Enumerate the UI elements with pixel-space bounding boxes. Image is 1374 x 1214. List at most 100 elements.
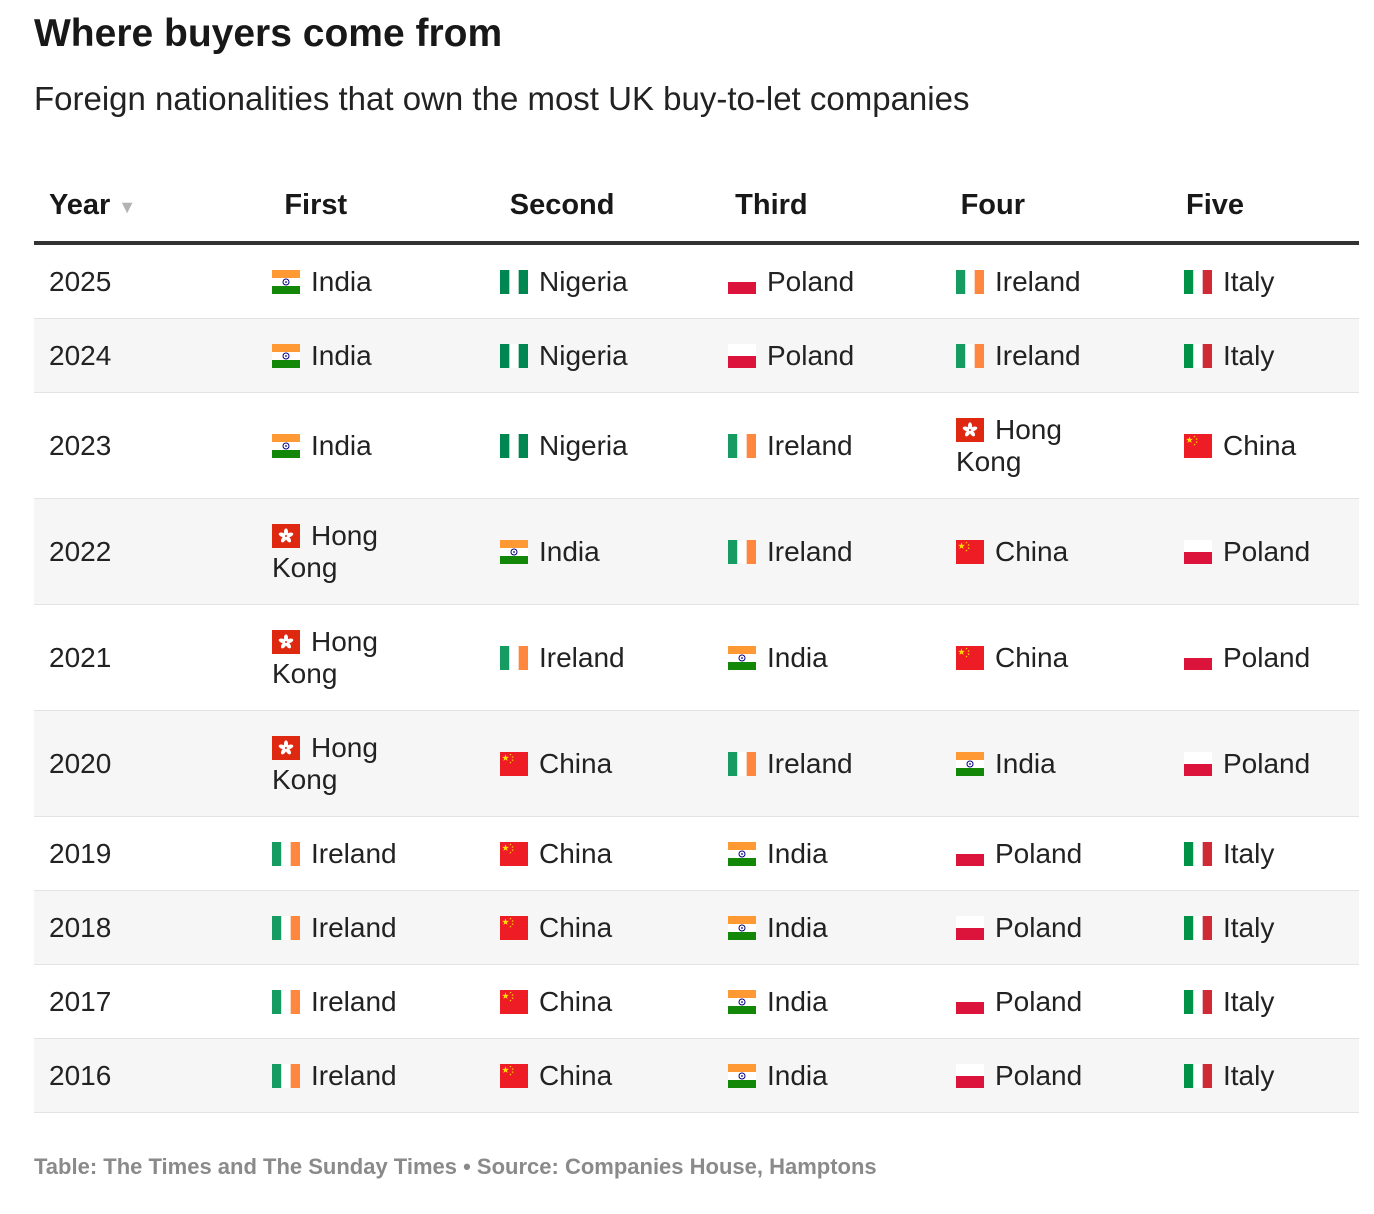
country-entry: Poland bbox=[956, 1060, 1082, 1092]
country-entry: China bbox=[500, 748, 612, 780]
poland-flag-icon bbox=[728, 269, 756, 294]
country-name: China bbox=[539, 911, 613, 943]
hong-kong-flag-icon bbox=[272, 735, 300, 760]
ireland-flag-icon bbox=[728, 751, 756, 776]
country-cell: India bbox=[728, 1039, 956, 1112]
country-cell: Italy bbox=[1184, 891, 1359, 964]
ireland-flag-icon bbox=[728, 539, 756, 564]
country-cell: Ireland bbox=[272, 1039, 500, 1112]
country-cell: Poland bbox=[728, 319, 956, 392]
italy-flag-icon bbox=[1184, 269, 1212, 294]
country-cell: Poland bbox=[728, 245, 956, 318]
country-name: India bbox=[995, 747, 1056, 779]
country-name: Italy bbox=[1223, 985, 1275, 1017]
country-cell: Ireland bbox=[728, 711, 956, 816]
country-entry: Ireland bbox=[728, 430, 853, 462]
year-cell: 2019 bbox=[49, 837, 112, 869]
india-flag-icon bbox=[728, 989, 756, 1014]
country-cell: Ireland bbox=[272, 965, 500, 1038]
country-cell: Italy bbox=[1184, 817, 1359, 890]
country-entry: Italy bbox=[1184, 1060, 1274, 1092]
country-name: Ireland bbox=[995, 339, 1081, 371]
country-name: China bbox=[1223, 429, 1297, 461]
country-cell: Ireland bbox=[728, 393, 956, 498]
column-header-four[interactable]: Four bbox=[960, 189, 1026, 221]
country-name: Italy bbox=[1223, 265, 1275, 297]
table-row: 2018 Ireland China India Poland Italy bbox=[34, 891, 1359, 965]
italy-flag-icon bbox=[1184, 915, 1212, 940]
country-entry: Poland bbox=[956, 912, 1082, 944]
country-cell: Italy bbox=[1184, 319, 1359, 392]
country-name: Poland bbox=[995, 1059, 1083, 1091]
china-flag-icon bbox=[500, 751, 528, 776]
country-cell: Ireland bbox=[272, 817, 500, 890]
country-entry: Hong Kong bbox=[272, 732, 382, 796]
year-cell: 2024 bbox=[49, 339, 112, 371]
country-entry: Poland bbox=[956, 986, 1082, 1018]
country-cell: India bbox=[728, 605, 956, 710]
country-entry: Nigeria bbox=[500, 266, 628, 298]
poland-flag-icon bbox=[1184, 645, 1212, 670]
china-flag-icon bbox=[500, 915, 528, 940]
country-cell: Hong Kong bbox=[956, 393, 1184, 498]
country-cell: Ireland bbox=[272, 891, 500, 964]
ireland-flag-icon bbox=[272, 841, 300, 866]
country-cell: Hong Kong bbox=[272, 605, 500, 710]
country-cell: India bbox=[728, 891, 956, 964]
country-cell: China bbox=[500, 965, 728, 1038]
table-row: 2017 Ireland China India Poland Italy bbox=[34, 965, 1359, 1039]
column-header-second[interactable]: Second bbox=[509, 189, 615, 221]
country-cell: India bbox=[728, 817, 956, 890]
country-name: Poland bbox=[995, 837, 1083, 869]
nigeria-flag-icon bbox=[500, 343, 528, 368]
country-name: India bbox=[311, 429, 372, 461]
table-row: 2025 India Nigeria Poland Ireland Italy bbox=[34, 245, 1359, 319]
chart-title: Where buyers come from bbox=[34, 12, 503, 55]
country-cell: India bbox=[956, 711, 1184, 816]
ireland-flag-icon bbox=[956, 343, 984, 368]
sort-descending-icon[interactable]: ▼ bbox=[118, 197, 137, 217]
india-flag-icon bbox=[272, 269, 300, 294]
country-name: India bbox=[311, 339, 372, 371]
table-row: 2016 Ireland China India Poland Italy bbox=[34, 1039, 1359, 1113]
nigeria-flag-icon bbox=[500, 433, 528, 458]
country-cell: China bbox=[956, 499, 1184, 604]
country-name: Hong Kong bbox=[272, 731, 378, 795]
country-name: Ireland bbox=[539, 641, 625, 673]
column-header-five[interactable]: Five bbox=[1186, 189, 1245, 221]
country-cell: Ireland bbox=[956, 245, 1184, 318]
country-entry: China bbox=[956, 536, 1068, 568]
country-name: India bbox=[311, 265, 372, 297]
country-cell: India bbox=[272, 393, 500, 498]
country-cell: Ireland bbox=[728, 499, 956, 604]
country-cell: China bbox=[500, 1039, 728, 1112]
country-name: Italy bbox=[1223, 1059, 1275, 1091]
column-header-year[interactable]: Year ▼ bbox=[34, 170, 284, 241]
country-cell: India bbox=[272, 319, 500, 392]
country-name: China bbox=[995, 641, 1069, 673]
country-entry: India bbox=[728, 912, 828, 944]
country-name: India bbox=[767, 1059, 828, 1091]
country-entry: Poland bbox=[956, 838, 1082, 870]
column-header-first[interactable]: First bbox=[284, 189, 348, 221]
country-entry: India bbox=[272, 340, 372, 372]
chart-subtitle: Foreign nationalities that own the most … bbox=[34, 80, 970, 117]
country-name: Hong Kong bbox=[272, 519, 378, 583]
ireland-flag-icon bbox=[500, 645, 528, 670]
country-name: China bbox=[995, 535, 1069, 567]
poland-flag-icon bbox=[956, 841, 984, 866]
country-name: China bbox=[539, 837, 613, 869]
year-cell: 2016 bbox=[49, 1059, 112, 1091]
country-name: Nigeria bbox=[539, 265, 628, 297]
country-cell: China bbox=[956, 605, 1184, 710]
country-entry: Nigeria bbox=[500, 430, 628, 462]
country-cell: Hong Kong bbox=[272, 499, 500, 604]
country-cell: Nigeria bbox=[500, 245, 728, 318]
country-name: Italy bbox=[1223, 837, 1275, 869]
poland-flag-icon bbox=[1184, 539, 1212, 564]
china-flag-icon bbox=[1184, 433, 1212, 458]
column-header-third[interactable]: Third bbox=[735, 189, 808, 221]
country-name: China bbox=[539, 1059, 613, 1091]
country-entry: Hong Kong bbox=[956, 414, 1066, 478]
italy-flag-icon bbox=[1184, 343, 1212, 368]
